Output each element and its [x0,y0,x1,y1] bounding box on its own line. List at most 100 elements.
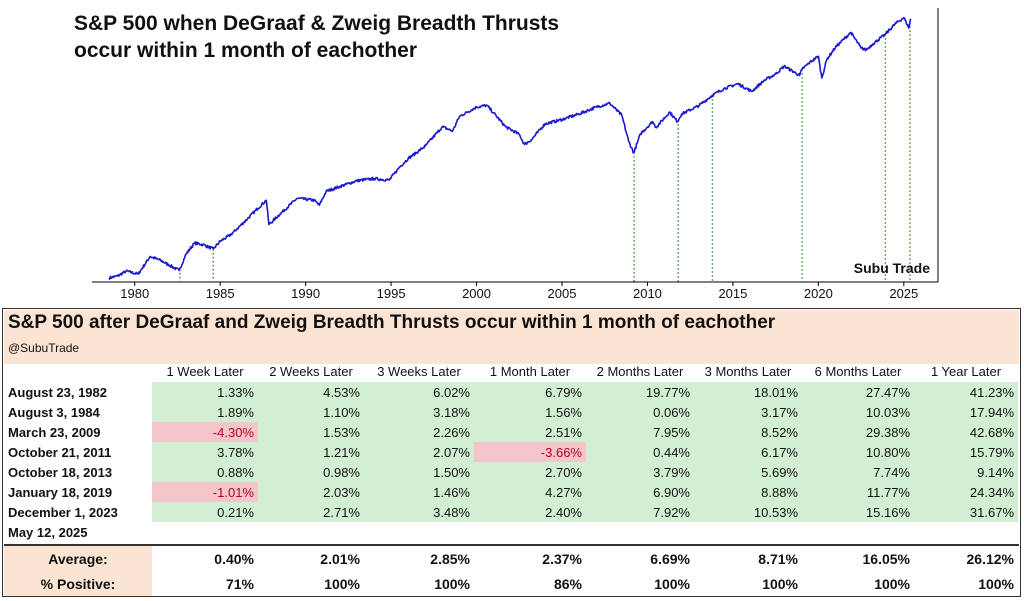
table-cell: 8.52% [694,422,802,442]
row-date: October 21, 2011 [8,444,112,460]
table-row: August 3, 1984 1.89% 1.10% 3.18% 1.56% 0.06% 3… [4,402,1018,422]
column-header: 1 Year Later [930,363,1002,379]
summary-value: 71% [225,575,254,592]
x-tick-label: 1995 [377,286,406,301]
table-cell: 6.90% [586,482,694,502]
summary-value: 16.05% [862,550,910,567]
row-date: December 1, 2023 [8,504,118,520]
summary-value: 86% [553,575,582,592]
x-tick-label: 2010 [633,286,662,301]
row-date: August 3, 1984 [8,404,100,420]
x-tick-label: 1980 [120,286,149,301]
table-cell: 42.68% [914,422,1018,442]
summary-value: 8.71% [758,550,798,567]
table-cell: 1.56% [474,402,586,422]
row-date: January 18, 2019 [8,484,113,500]
table-cell: 0.21% [152,502,258,522]
table-row: October 21, 2011 3.78% 1.21% 2.07% -3.66% 0.4… [4,442,1018,462]
row-date: August 23, 1982 [8,384,107,400]
table-cell: 2.71% [258,502,364,522]
summary-value: 2.85% [430,550,470,567]
table-cell [694,522,802,542]
table-cell: 18.01% [694,382,802,402]
table-cell: 7.92% [586,502,694,522]
summary-value: 100% [434,575,470,592]
summary-value: 2.37% [542,550,582,567]
returns-table: 1 Week Later 2 Weeks Later 3 Weeks Later 1 … [4,360,1018,542]
table-row: January 18, 2019 -1.01% 2.03% 1.46% 4.27% 6.9… [4,482,1018,502]
results-table-panel: S&P 500 after DeGraaf and Zweig Breadth … [0,304,1024,601]
table-cell: 31.67% [914,502,1018,522]
row-date: May 12, 2025 [8,524,88,540]
x-tick-label: 2015 [718,286,747,301]
sp500-series-line [108,16,912,280]
summary-table: Average: 0.40% 2.01% 2.85% 2.37% 6.69% 8.71% 16… [4,546,1018,596]
chart-title: S&P 500 when DeGraaf & Zweig Breadth Thr… [74,12,560,62]
table-cell: 6.17% [694,442,802,462]
column-header: 1 Week Later [166,363,244,379]
table-cell: 2.40% [474,502,586,522]
table-row: October 18, 2013 0.88% 0.98% 1.50% 2.70% 3.79… [4,462,1018,482]
table-cell: 6.02% [364,382,474,402]
x-tick-label: 1985 [206,286,235,301]
table-cell [474,522,586,542]
table-cell: 10.53% [694,502,802,522]
x-tick-label: 2000 [462,286,491,301]
table-row: March 23, 2009 -4.30% 1.53% 2.26% 2.51% 7.95%… [4,422,1018,442]
table-cell: 15.79% [914,442,1018,462]
table-cell: 10.03% [802,402,914,422]
row-date: October 18, 2013 [8,464,113,480]
table-row: May 12, 2025 [4,522,1018,542]
column-header: 2 Weeks Later [269,363,353,379]
table-title: S&P 500 after DeGraaf and Zweig Breadth … [8,312,776,333]
table-cell: 4.27% [474,482,586,502]
table-cell: 10.80% [802,442,914,462]
table-header-band [4,310,1019,364]
table-cell: 1.53% [258,422,364,442]
table-cell: 2.07% [364,442,474,462]
table-cell: 2.26% [364,422,474,442]
header-spacer [4,360,152,382]
table-cell: 2.03% [258,482,364,502]
table-cell: 2.51% [474,422,586,442]
x-tick-label: 1990 [291,286,320,301]
table-cell: 4.53% [258,382,364,402]
table-cell: 1.50% [364,462,474,482]
column-header: 3 Weeks Later [377,363,461,379]
x-tick-label: 2020 [804,286,833,301]
summary-row: % Positive: 71% 100% 100% 86% 100% 100% 100% 100… [4,571,1018,596]
table-cell: 41.23% [914,382,1018,402]
table-cell: 8.88% [694,482,802,502]
table-cell: 7.74% [802,462,914,482]
table-cell: 1.46% [364,482,474,502]
table-cell: 7.95% [586,422,694,442]
column-header: 6 Months Later [814,363,902,379]
table-cell [586,522,694,542]
column-header: 3 Months Later [704,363,792,379]
x-tick-label: 2025 [889,286,918,301]
table-handle: @SubuTrade [8,341,80,355]
table-cell: 15.16% [802,502,914,522]
summary-value: 100% [654,575,690,592]
summary-value: 100% [762,575,798,592]
table-cell: 1.10% [258,402,364,422]
summary-value: 6.69% [650,550,690,567]
summary-label: Average: [4,546,152,571]
table-row: December 1, 2023 0.21% 2.71% 3.48% 2.40% 7.92… [4,502,1018,522]
table-cell [152,522,258,542]
table-cell [364,522,474,542]
table-cell: 0.06% [586,402,694,422]
table-cell: -4.30% [152,422,258,442]
summary-row: Average: 0.40% 2.01% 2.85% 2.37% 6.69% 8.71% 16… [4,546,1018,571]
table-cell: 6.79% [474,382,586,402]
table-cell: 3.48% [364,502,474,522]
table-cell: 24.34% [914,482,1018,502]
table-cell: 1.21% [258,442,364,462]
table-cell: 0.98% [258,462,364,482]
summary-value: 0.40% [214,550,254,567]
summary-value: 26.12% [966,550,1014,567]
line-chart: 1980 1985 1990 1995 2000 2005 2010 2015 2020 2025 [92,8,939,301]
table-cell: 3.78% [152,442,258,462]
table-cell: 1.33% [152,382,258,402]
column-header: 1 Month Later [489,363,571,379]
